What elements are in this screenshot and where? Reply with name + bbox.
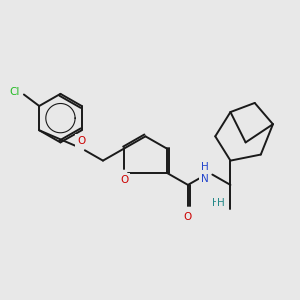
Text: O: O [184,212,192,222]
Text: H
N: H N [201,162,208,184]
Text: H: H [212,198,220,208]
Text: Cl: Cl [9,87,20,97]
Text: O: O [78,136,86,146]
Text: H: H [218,198,225,208]
Text: O: O [120,175,128,185]
